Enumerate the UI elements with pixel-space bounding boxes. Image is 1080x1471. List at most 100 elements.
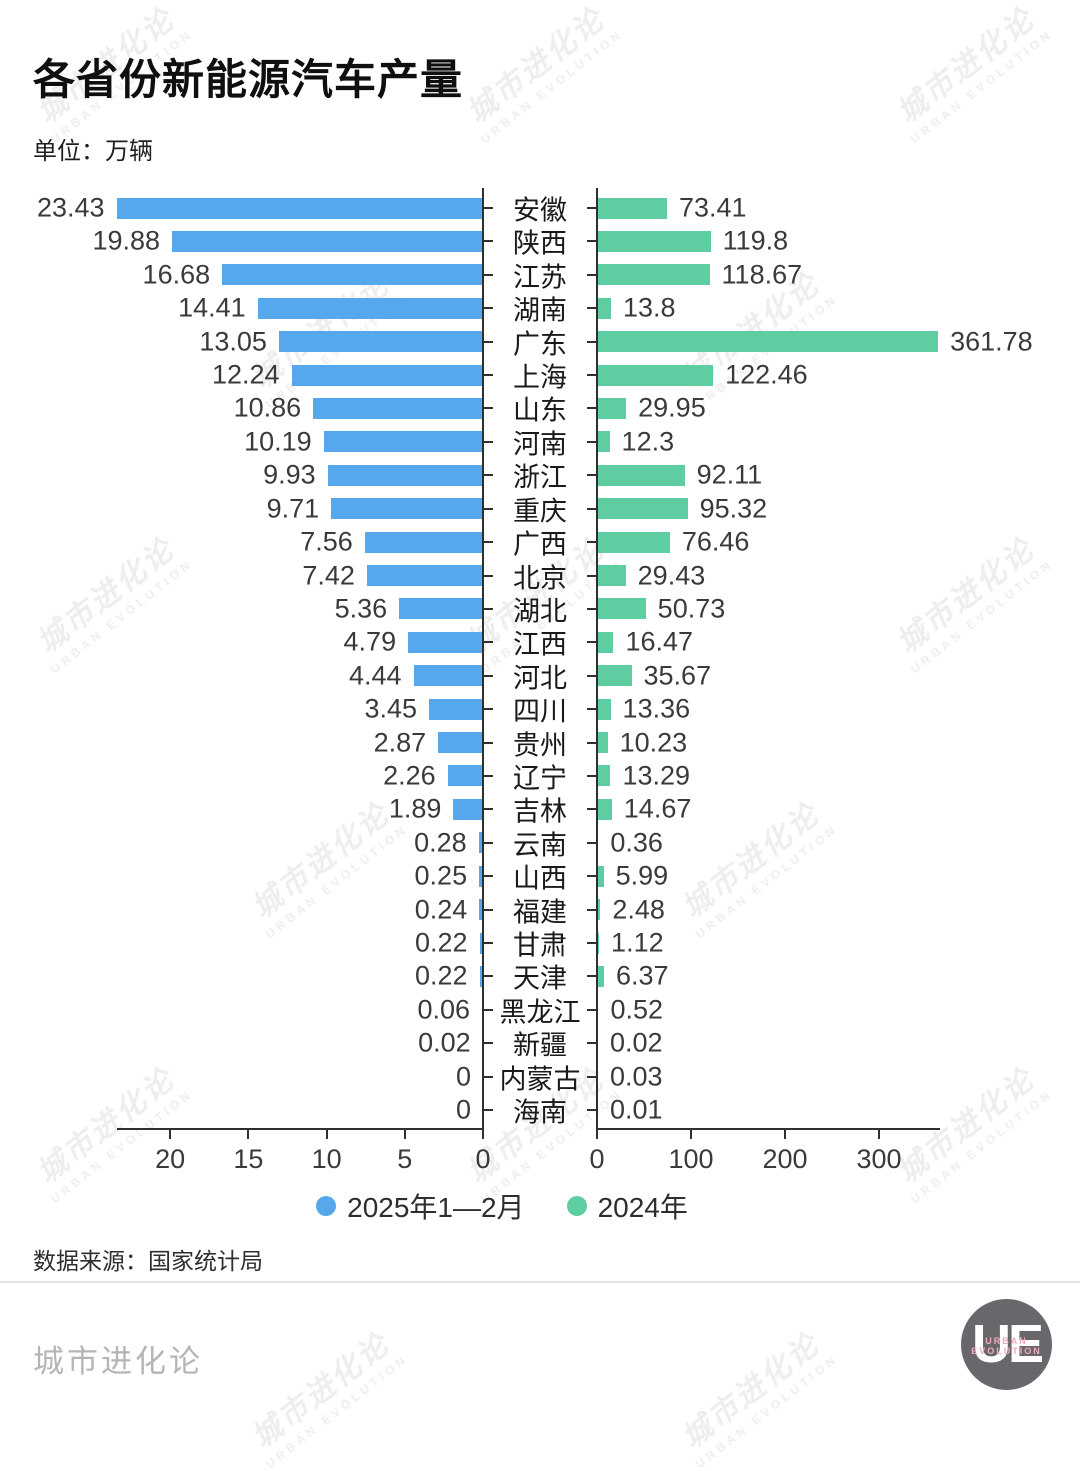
- category-tick-left: [483, 1109, 493, 1112]
- category-label: 河北: [513, 663, 567, 694]
- category-tick-left: [483, 674, 493, 677]
- category-tick-right: [587, 407, 597, 410]
- right-value-label: 119.8: [722, 225, 789, 256]
- x-axis-tick-label: 0: [589, 1144, 605, 1174]
- category-tick-left: [483, 541, 493, 544]
- bar-2024: [598, 899, 601, 921]
- bar-2025: [291, 364, 483, 386]
- bar-2024: [598, 798, 612, 820]
- left-value-label: 9.71: [266, 493, 320, 524]
- category-tick-right: [587, 942, 597, 945]
- bar-2024: [598, 631, 614, 653]
- logo-subtext: URBAN EVOLUTION: [971, 1336, 1042, 1356]
- category-tick-left: [483, 240, 493, 243]
- bar-2025: [313, 397, 483, 419]
- left-value-label: 4.79: [343, 626, 397, 657]
- x-axis-tick-label: 5: [397, 1144, 413, 1174]
- left-value-label: 1.89: [388, 793, 442, 824]
- right-value-label: 10.23: [619, 727, 688, 758]
- left-value-label: 5.36: [334, 593, 388, 624]
- category-tick-left: [483, 641, 493, 644]
- right-value-label: 2.48: [612, 894, 665, 925]
- bar-2025: [257, 297, 483, 319]
- category-tick-right: [587, 607, 597, 610]
- bar-2025: [327, 464, 483, 486]
- right-value-label: 92.11: [696, 459, 763, 490]
- category-tick-left: [483, 440, 493, 443]
- bar-2025: [429, 698, 483, 720]
- category-tick-left: [483, 808, 493, 811]
- category-label: 福建: [513, 897, 567, 928]
- category-tick-right: [587, 708, 597, 711]
- bar-2024: [598, 464, 685, 486]
- category-tick-right: [587, 574, 597, 577]
- bar-2024: [598, 865, 604, 887]
- page-title: 各省份新能源汽车产量: [33, 56, 464, 103]
- right-x-axis: [597, 1128, 940, 1130]
- source-label: 数据来源：国家统计局: [33, 1248, 263, 1274]
- right-value-label: 76.46: [681, 526, 750, 557]
- category-label: 天津: [513, 963, 567, 994]
- category-tick-right: [587, 908, 597, 911]
- bar-2025: [278, 331, 483, 353]
- legend-item-0: 2025年1—2月: [316, 1186, 525, 1226]
- category-tick-left: [483, 474, 493, 477]
- category-tick-right: [587, 307, 597, 310]
- category-tick-left: [483, 1042, 493, 1045]
- unit-label: 单位：万辆: [33, 138, 153, 165]
- category-tick-right: [587, 440, 597, 443]
- left-value-label: 23.43: [36, 192, 105, 223]
- category-tick-left: [483, 407, 493, 410]
- bar-2025: [479, 899, 483, 921]
- right-value-label: 361.78: [950, 326, 1033, 357]
- legend-item-1: 2024年: [566, 1186, 688, 1226]
- category-tick-left: [483, 908, 493, 911]
- left-value-label: 14.41: [178, 292, 246, 323]
- bar-2025: [364, 531, 483, 553]
- right-value-label: 0.36: [610, 827, 663, 858]
- category-tick-left: [483, 875, 493, 878]
- bar-2024: [598, 364, 714, 386]
- x-axis-tick: [482, 1128, 484, 1139]
- category-tick-left: [483, 774, 493, 777]
- bar-2024: [598, 565, 626, 586]
- category-tick-left: [483, 1075, 493, 1078]
- category-tick-right: [587, 741, 597, 744]
- left-value-label: 0.28: [414, 827, 467, 858]
- bar-2024: [598, 297, 611, 319]
- category-tick-right: [587, 240, 597, 243]
- category-label: 江西: [513, 629, 567, 660]
- right-value-label: 0.52: [610, 994, 664, 1025]
- x-axis-tick: [878, 1128, 880, 1139]
- left-value-label: 7.42: [302, 560, 355, 590]
- bar-2024: [598, 230, 711, 252]
- legend: 2025年1—2月 2024年: [0, 1186, 1042, 1226]
- category-tick-left: [483, 1008, 493, 1011]
- x-axis-tick: [403, 1128, 406, 1139]
- bar-2025: [323, 431, 483, 453]
- category-tick-right: [587, 340, 597, 343]
- right-value-label: 29.43: [637, 560, 706, 590]
- legend-label: 2024年: [597, 1192, 688, 1223]
- bar-2024: [598, 264, 710, 286]
- left-value-label: 12.24: [212, 359, 280, 390]
- category-label: 山西: [513, 863, 567, 894]
- left-value-label: 7.56: [300, 526, 353, 557]
- category-label: 湖南: [513, 295, 567, 326]
- left-value-label: 13.05: [199, 326, 267, 357]
- bar-2024: [598, 531, 670, 553]
- right-value-label: 122.46: [725, 359, 808, 390]
- category-label: 海南: [513, 1097, 567, 1128]
- category-tick-right: [587, 1075, 597, 1078]
- bar-2024: [598, 698, 611, 720]
- category-label: 河南: [513, 429, 567, 460]
- category-label: 内蒙古: [499, 1064, 581, 1095]
- category-label: 辽宁: [513, 763, 567, 794]
- category-tick-left: [483, 708, 493, 711]
- x-axis-tick-label: 20: [155, 1144, 186, 1174]
- left-value-label: 0.25: [414, 860, 468, 891]
- right-value-label: 16.47: [625, 626, 694, 657]
- category-tick-left: [483, 741, 493, 744]
- category-tick-right: [587, 674, 597, 677]
- category-label: 重庆: [513, 496, 567, 527]
